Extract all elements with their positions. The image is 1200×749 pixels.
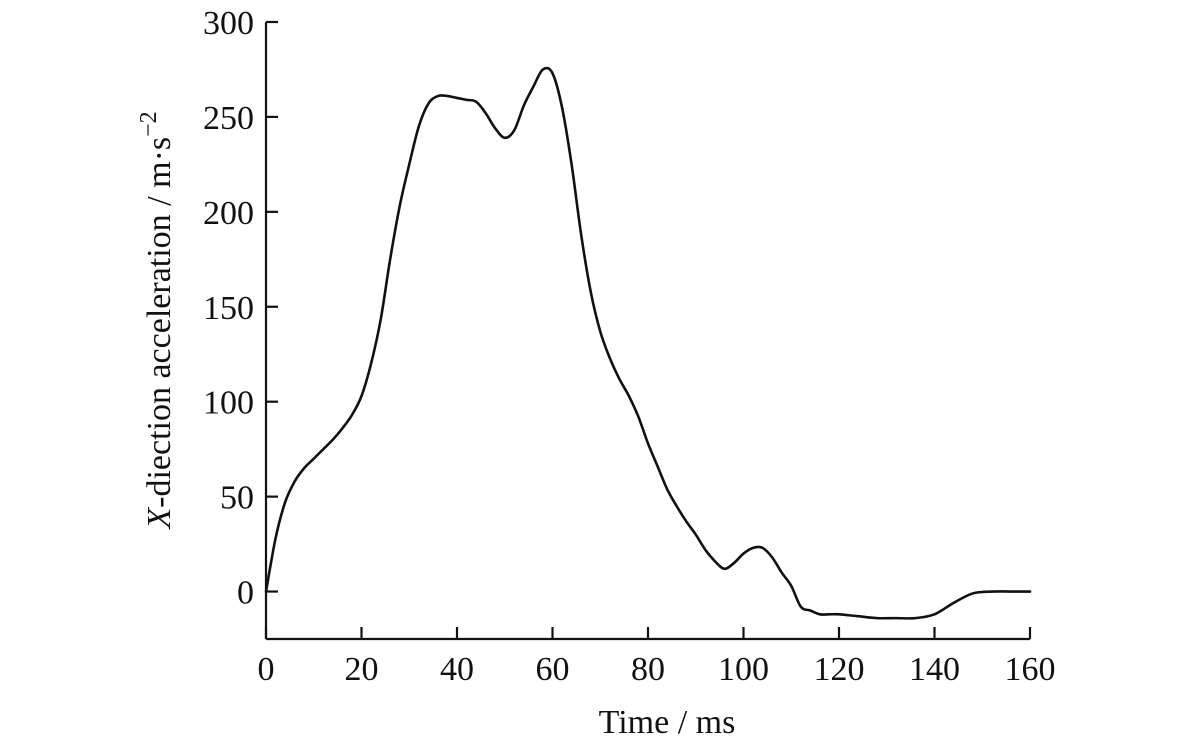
y-axis-title-superscript: −2 [136, 111, 162, 137]
x-tick-label: 100 [718, 651, 769, 688]
y-axis-title: X-diection acceleration / m·s−2 [136, 111, 178, 530]
y-tick-label: 0 [237, 575, 254, 612]
axes: 0 50 100 150 200 250 300 0 20 40 60 80 100 120 140 160 [203, 5, 1056, 688]
x-tick-label: 160 [1005, 651, 1056, 688]
x-tick-label: 40 [440, 651, 474, 688]
y-axis-title-text: -diection acceleration / m·s [141, 137, 178, 508]
plot-area [264, 66, 1032, 620]
y-tick-label: 200 [203, 195, 254, 232]
y-tick-label: 150 [203, 290, 254, 327]
x-tick-label: 120 [814, 651, 865, 688]
x-tick-label: 140 [909, 651, 960, 688]
y-tick-label: 100 [203, 385, 254, 422]
y-tick-label: 50 [220, 480, 254, 517]
y-axis-title-italic: X [141, 507, 178, 531]
x-tick-label: 0 [258, 651, 275, 688]
series-line-0 [264, 66, 1032, 620]
x-tick-label: 60 [536, 651, 570, 688]
y-tick-label: 300 [203, 5, 254, 42]
x-tick-label: 80 [631, 651, 665, 688]
x-tick-label: 20 [345, 651, 379, 688]
y-tick-label: 250 [203, 100, 254, 137]
x-axis-title: Time / ms [599, 704, 736, 741]
